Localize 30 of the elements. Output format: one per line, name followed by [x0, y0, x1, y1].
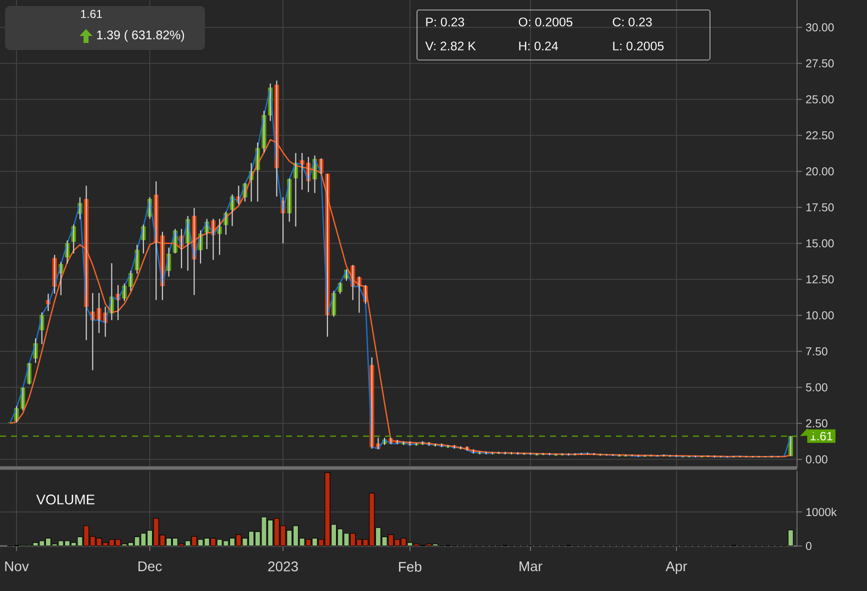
y-tick-label: 0.00	[806, 455, 828, 464]
y-tick-label: 2.50	[806, 419, 828, 428]
annotation: V: 2.82 K	[425, 42, 476, 50]
y-tick-label: 7.50	[806, 347, 828, 356]
annotation: O: 0.2005	[518, 18, 572, 26]
y-tick-label: 1000k	[806, 508, 837, 516]
y-tick-label: 17.50	[806, 203, 834, 212]
annotation: H: 0.24	[519, 42, 558, 50]
y-tick-label: 20.00	[806, 167, 834, 176]
text: VOLUME	[36, 494, 95, 504]
x-tick-label: Dec	[138, 562, 162, 572]
y-tick-label: 12.50	[806, 275, 834, 284]
y-tick-label: 30.00	[806, 23, 834, 32]
y-tick-label: 15.00	[806, 239, 834, 248]
annotation: 1.61	[81, 10, 102, 18]
x-tick-label: Apr	[666, 562, 688, 574]
y-tick-label: 0	[806, 542, 812, 550]
y-tick-label: 10.00	[806, 311, 834, 320]
annotation: C: 0.23	[612, 18, 652, 26]
annotation: 1.39 ( 631.82%)	[97, 30, 184, 42]
annotation: P: 0.23	[426, 18, 464, 26]
annotation: L: 0.2005	[613, 42, 664, 50]
x-tick-label: 2023	[268, 561, 298, 572]
y-tick-label: 5.00	[806, 383, 828, 392]
y-tick-label: 25.00	[806, 95, 834, 104]
x-tick-label: Mar	[520, 562, 542, 572]
y-tick-label: 22.50	[806, 131, 834, 140]
x-tick-label: Nov	[5, 562, 29, 572]
y-tick-label: 27.50	[806, 59, 834, 68]
x-tick-label: Feb	[399, 562, 422, 572]
